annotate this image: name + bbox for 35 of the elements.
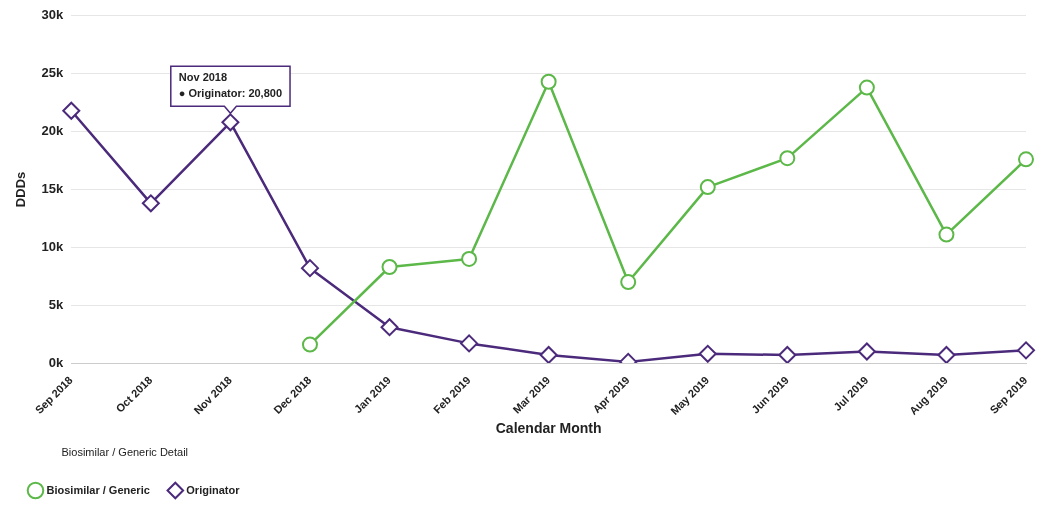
point bbox=[620, 274, 637, 291]
point bbox=[938, 226, 955, 243]
y-tick-label: 30k bbox=[41, 7, 65, 23]
point bbox=[380, 318, 399, 337]
point bbox=[779, 150, 796, 167]
point bbox=[778, 345, 797, 364]
y-tick-label: 5k bbox=[48, 296, 65, 312]
y-axis-title: DDDs bbox=[13, 171, 29, 208]
point bbox=[858, 79, 875, 96]
point bbox=[62, 101, 81, 120]
point bbox=[1017, 341, 1035, 360]
point bbox=[461, 250, 478, 267]
point bbox=[698, 344, 717, 363]
point bbox=[539, 345, 558, 364]
y-tick-label: 0k bbox=[48, 354, 65, 370]
point bbox=[221, 113, 240, 132]
point bbox=[857, 342, 876, 361]
legend-label: Originator bbox=[186, 483, 241, 496]
point bbox=[460, 334, 479, 353]
y-tick-label: 15k bbox=[41, 181, 65, 197]
y-tick-label: 10k bbox=[41, 238, 65, 254]
x-axis-title: Calendar Month bbox=[495, 420, 602, 437]
legend-label: Biosimilar / Generic bbox=[46, 483, 150, 496]
point bbox=[141, 194, 160, 213]
point bbox=[699, 179, 716, 196]
point bbox=[301, 336, 318, 353]
y-tick-label: 20k bbox=[41, 123, 65, 139]
point bbox=[381, 258, 398, 275]
point bbox=[1018, 151, 1034, 168]
point bbox=[300, 259, 319, 278]
y-tick-label: 25k bbox=[41, 65, 65, 81]
point bbox=[540, 73, 557, 90]
legend-title: Biosimilar / Generic Detail bbox=[61, 446, 189, 459]
annotation: Nov 2018 ● Originator: 20,800 bbox=[178, 70, 283, 99]
point bbox=[937, 345, 956, 364]
